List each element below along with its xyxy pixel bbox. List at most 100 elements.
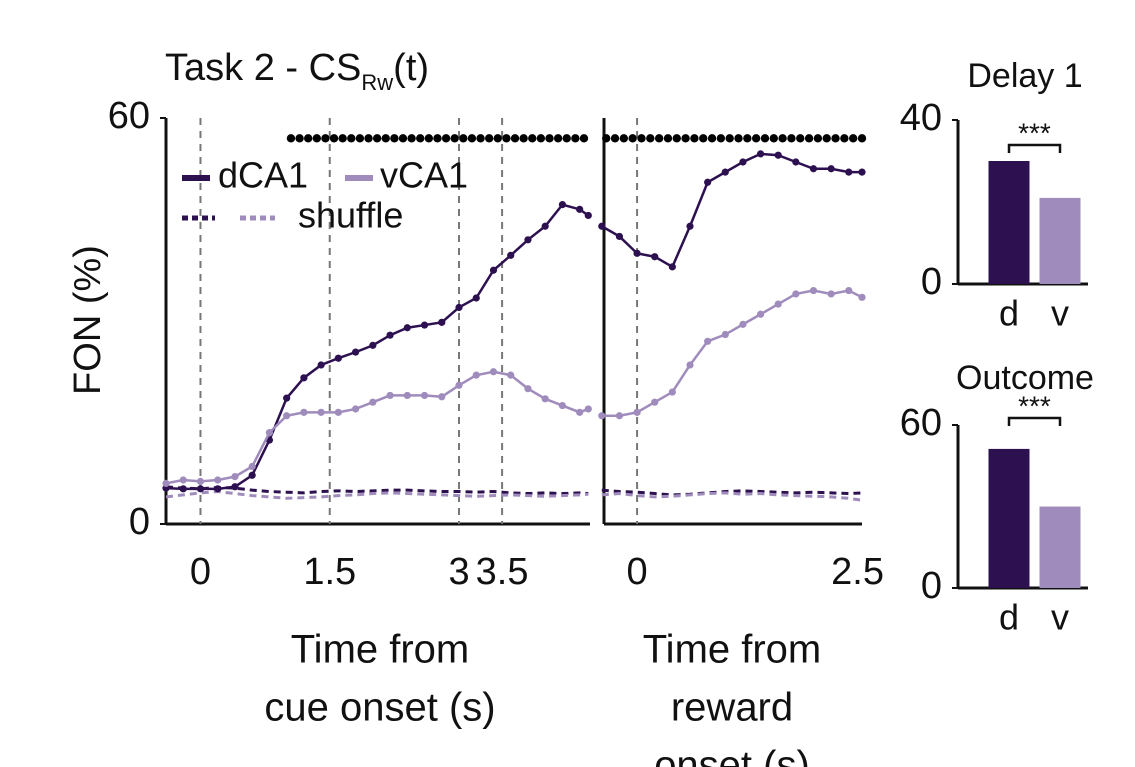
- series-point: [858, 168, 866, 176]
- x-tick-label: 1.5: [303, 551, 356, 593]
- series-point: [704, 178, 712, 186]
- series-point: [792, 158, 800, 166]
- series-point: [265, 429, 274, 437]
- x-tick-label: 2.5: [831, 551, 884, 593]
- significance-dot: [690, 134, 699, 143]
- significance-dot: [716, 134, 726, 143]
- significance-dot: [502, 134, 511, 143]
- significance-dot: [295, 134, 304, 143]
- bar: [988, 448, 1030, 588]
- series-point: [472, 294, 480, 302]
- significance-dot: [725, 134, 734, 143]
- significance-dot: [416, 134, 425, 143]
- series-point: [668, 263, 676, 271]
- series-point: [541, 222, 549, 230]
- series-point: [827, 290, 835, 298]
- series-point: [351, 348, 360, 356]
- shuffle-line: [601, 488, 863, 497]
- significance-dot: [637, 134, 646, 143]
- x-axis-label: reward: [671, 686, 793, 730]
- significance-dot: [433, 134, 442, 143]
- series-point: [507, 251, 515, 259]
- significance-dot: [321, 134, 330, 143]
- series-point: [386, 331, 394, 339]
- significance-dot: [571, 134, 580, 143]
- series-point: [489, 368, 498, 376]
- series-point: [524, 385, 532, 393]
- significance-dot: [459, 134, 468, 143]
- significance-dot: [493, 134, 502, 143]
- legend-label: shuffle: [298, 195, 403, 236]
- significance-dot: [804, 134, 814, 143]
- series-point: [283, 412, 291, 420]
- series-point: [558, 401, 567, 410]
- significance-dot: [822, 134, 831, 143]
- significance-dot: [707, 134, 717, 143]
- series-point: [283, 394, 291, 402]
- series-point: [576, 408, 584, 416]
- significance-dot: [610, 134, 620, 143]
- y-tick-label: 0: [921, 261, 942, 303]
- series-point: [576, 205, 584, 213]
- significance-dot: [381, 134, 390, 143]
- series-point: [774, 300, 782, 308]
- title-main: Task 2 - CS: [165, 47, 361, 89]
- significance-bracket: [1007, 143, 1062, 153]
- annotation: ***: [1018, 117, 1051, 148]
- series-point: [403, 391, 411, 400]
- series-point: [403, 324, 411, 332]
- series-point: [739, 320, 747, 328]
- series-point: [369, 398, 377, 406]
- significance-dot: [450, 134, 459, 143]
- significance-dot: [760, 134, 770, 143]
- series-line: [601, 152, 862, 269]
- series-point: [334, 354, 342, 362]
- significance-dot: [663, 134, 673, 143]
- series-point: [248, 471, 256, 479]
- series-point: [668, 388, 676, 396]
- series-point: [858, 293, 866, 301]
- significance-dot: [372, 134, 382, 143]
- series-point: [633, 408, 641, 416]
- series-point: [231, 483, 239, 491]
- series-point: [489, 266, 498, 274]
- significance-dot: [545, 134, 554, 143]
- x-axis-label: cue onset (s): [264, 686, 495, 730]
- bar: [1039, 506, 1081, 588]
- significance-dot: [398, 134, 408, 143]
- chart-title: Outcome: [956, 359, 1094, 397]
- series-point: [651, 253, 659, 261]
- series-point: [179, 476, 187, 484]
- series-point: [598, 412, 606, 420]
- series-point: [845, 168, 853, 176]
- series-point: [615, 412, 624, 420]
- series-line: [165, 203, 589, 491]
- y-tick-label: 60: [108, 95, 150, 137]
- series-point: [792, 290, 800, 298]
- significance-dot: [528, 134, 537, 143]
- significance-dot: [813, 134, 823, 143]
- series-point: [420, 391, 429, 400]
- y-tick-label: 60: [900, 402, 942, 444]
- series-point: [162, 479, 170, 487]
- significance-dot: [338, 134, 347, 143]
- significance-dot: [672, 134, 681, 143]
- series-point: [438, 393, 446, 401]
- series-point: [334, 408, 342, 416]
- series-point: [524, 236, 532, 244]
- series-point: [438, 318, 446, 326]
- series-point: [809, 165, 818, 173]
- x-tick-label: v: [1051, 293, 1069, 334]
- series-point: [558, 201, 567, 209]
- significance-dot: [355, 134, 365, 143]
- series-point: [369, 341, 377, 349]
- significance-dot: [796, 134, 805, 143]
- x-tick-label: 0: [627, 551, 648, 593]
- significance-dot: [602, 134, 611, 143]
- x-tick-label: 3.5: [476, 551, 529, 593]
- significance-dot: [467, 134, 477, 143]
- legend-label: dCA1: [218, 155, 308, 196]
- series-point: [472, 371, 480, 379]
- series-point: [179, 485, 187, 493]
